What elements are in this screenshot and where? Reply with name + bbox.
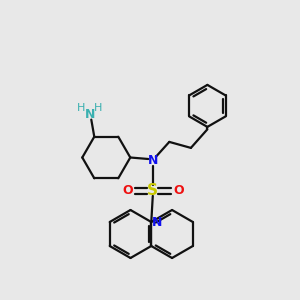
Text: S: S [147, 183, 158, 198]
Text: O: O [173, 184, 184, 197]
Text: O: O [122, 184, 133, 197]
Text: N: N [152, 215, 162, 229]
Text: H: H [94, 103, 102, 112]
Text: N: N [85, 108, 95, 121]
Text: N: N [148, 154, 158, 167]
Text: H: H [77, 103, 86, 112]
